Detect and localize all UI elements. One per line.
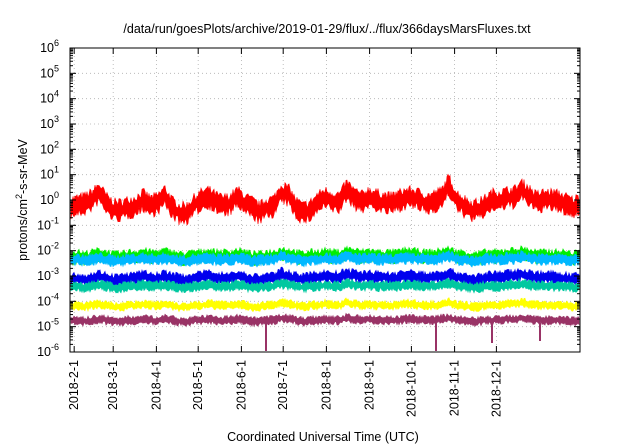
dip-spikes [265,322,541,351]
x-tick-label: 2018-11-1 [448,360,462,416]
x-tick-label: 2018-9-1 [363,360,377,410]
y-tick-label: 10-5 [37,317,59,334]
y-tick-label: 10-6 [37,342,59,359]
x-axis-label: Coordinated Universal Time (UTC) [227,430,419,444]
y-tick-label: 102 [40,139,59,156]
y-tick-label: 103 [40,114,59,131]
y-tick-label: 10-4 [37,291,59,308]
y-tick-label: 100 [40,190,59,207]
x-axis: 2018-2-1 2018-3-1 2018-4-1 2018-5-1 2018-6-1… [67,48,503,417]
x-tick-label: 2018-7-1 [276,360,290,410]
y-tick-label: 104 [40,89,59,106]
series-3-band [70,249,580,268]
y-axis: 10-6 10-5 10-4 10-3 10-2 10-1 100 101 102 103 104 1… [37,38,580,359]
series-5-band [70,266,580,288]
series-8-band [70,312,580,328]
x-tick-label: 2018-8-1 [319,360,333,410]
x-tick-label: 2018-12-1 [489,360,503,417]
x-tick-label: 2018-10-1 [404,360,418,417]
x-tick-label: 2018-3-1 [106,360,120,410]
y-tick-label: 106 [40,38,59,55]
chart-title: /data/run/goesPlots/archive/2019-01-29/f… [123,22,531,36]
series-group [70,173,580,328]
series-1-band [70,173,580,226]
y-tick-label: 105 [40,63,59,80]
y-axis-label: protons/cm2-s-sr-MeV [14,138,30,260]
y-tick-label: 10-3 [37,266,59,283]
y-tick-label: 10-1 [37,215,59,232]
x-tick-label: 2018-6-1 [234,360,248,410]
x-tick-label: 2018-5-1 [191,360,205,410]
x-tick-label: 2018-4-1 [149,360,163,410]
y-tick-label: 101 [40,165,59,182]
x-tick-label: 2018-2-1 [67,360,81,410]
y-tick-label: 10-2 [37,241,59,258]
